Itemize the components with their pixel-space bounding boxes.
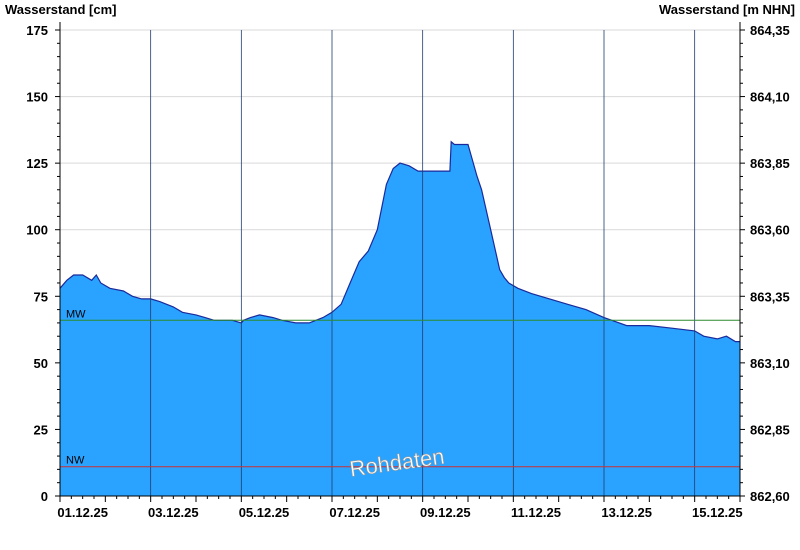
left-tick-label: 125 — [26, 156, 48, 171]
right-tick-label: 864,10 — [750, 90, 790, 105]
x-tick-label: 01.12.25 — [57, 505, 108, 520]
right-tick-label: 863,10 — [750, 356, 790, 371]
right-tick-label: 863,60 — [750, 223, 790, 238]
left-tick-label: 100 — [26, 223, 48, 238]
right-tick-label: 863,35 — [750, 289, 790, 304]
x-tick-label: 09.12.25 — [420, 505, 471, 520]
left-tick-label: 75 — [34, 289, 48, 304]
x-tick-label: 15.12.25 — [692, 505, 743, 520]
x-tick-label: 03.12.25 — [148, 505, 199, 520]
x-tick-label: 13.12.25 — [601, 505, 652, 520]
tick-labels: 0 862,60 25 862,85 50 863,10 75 863,35 100 863,60… — [26, 23, 789, 520]
reference-lines: MW NW — [60, 308, 740, 468]
x-tick-label: 05.12.25 — [239, 505, 290, 520]
right-tick-label: 862,60 — [750, 489, 790, 504]
left-tick-label: 150 — [26, 90, 48, 105]
left-axis-title: Wasserstand [cm] — [5, 2, 117, 17]
reference-label-mw: MW — [66, 308, 86, 320]
vertical-gridlines — [150, 30, 696, 496]
water-level-area — [59, 140, 740, 497]
x-tick-label: 11.12.25 — [511, 505, 561, 520]
x-tick-label: 07.12.25 — [329, 505, 380, 520]
axes — [55, 22, 745, 502]
reference-label-nw: NW — [66, 455, 85, 467]
left-tick-label: 175 — [26, 23, 48, 38]
left-tick-label: 0 — [41, 489, 48, 504]
left-tick-label: 25 — [34, 422, 48, 437]
right-tick-label: 862,85 — [750, 422, 790, 437]
left-tick-label: 50 — [34, 356, 48, 371]
series-area — [60, 141, 740, 497]
right-tick-label: 864,35 — [750, 23, 790, 38]
right-tick-label: 863,85 — [750, 156, 790, 171]
right-axis-title: Wasserstand [m NHN] — [659, 2, 795, 17]
